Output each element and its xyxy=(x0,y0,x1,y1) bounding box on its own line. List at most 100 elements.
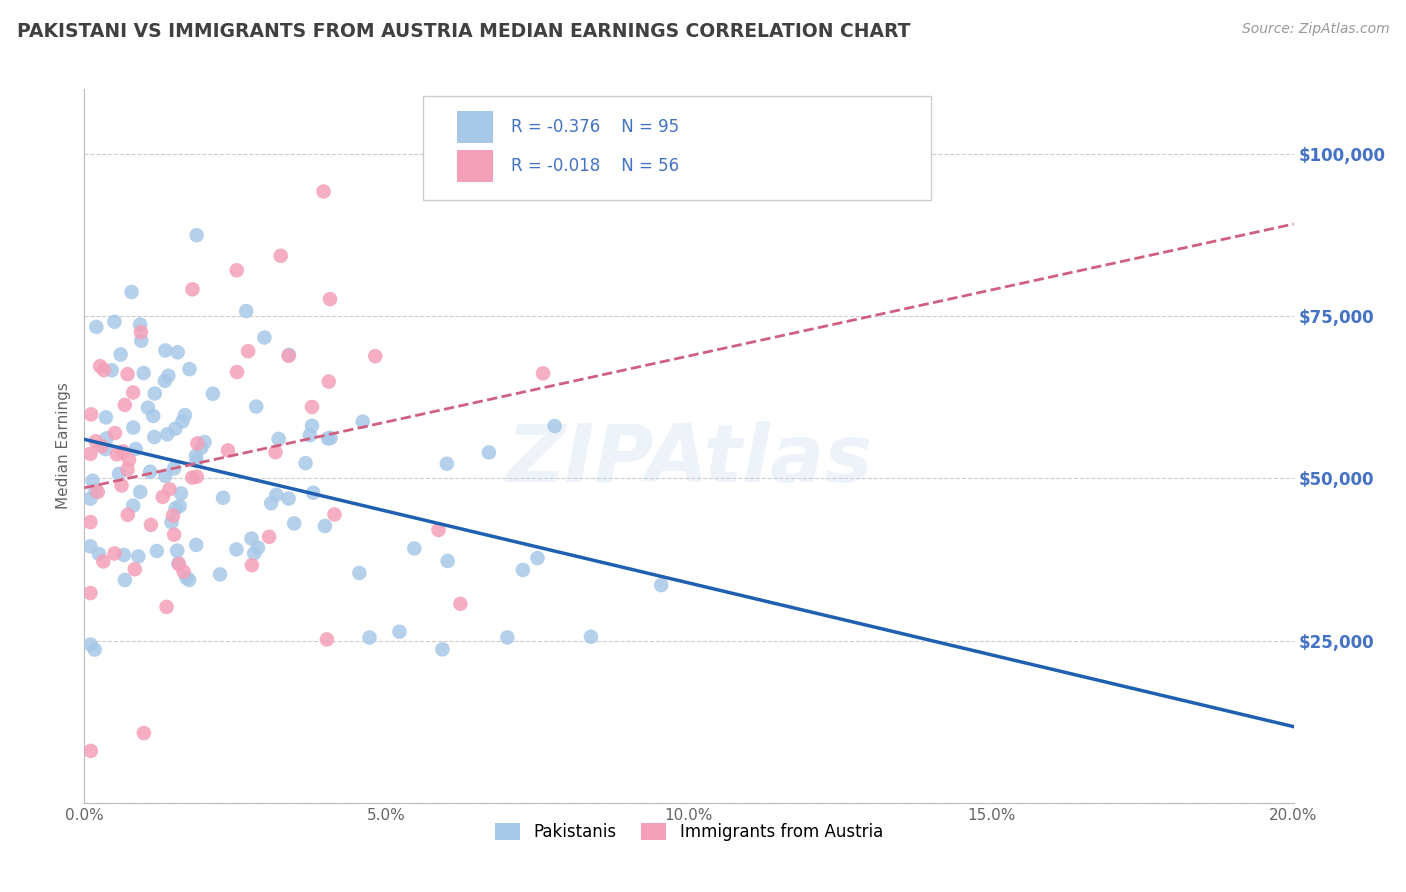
Point xyxy=(143,430,166,444)
Point xyxy=(110,478,132,492)
Point xyxy=(87,485,110,500)
Point xyxy=(93,363,115,377)
Point xyxy=(319,292,342,306)
Point xyxy=(108,467,131,481)
Point xyxy=(122,420,145,434)
Point xyxy=(132,366,155,380)
Point xyxy=(155,599,177,614)
Point xyxy=(169,499,191,513)
Point xyxy=(181,470,204,484)
Point xyxy=(82,474,104,488)
Point xyxy=(312,185,335,199)
Point xyxy=(117,508,139,522)
Point xyxy=(267,432,290,446)
Point xyxy=(156,427,179,442)
Point xyxy=(152,490,174,504)
Point xyxy=(167,556,190,570)
Point xyxy=(129,325,152,339)
Point xyxy=(257,530,280,544)
Point xyxy=(114,573,136,587)
Point xyxy=(246,541,269,555)
Point xyxy=(79,491,101,506)
Point xyxy=(253,330,276,344)
Point xyxy=(277,349,299,363)
Point xyxy=(543,419,565,434)
Point xyxy=(79,586,101,600)
Point xyxy=(193,435,215,450)
Point xyxy=(226,365,249,379)
Point xyxy=(323,508,346,522)
Legend: Pakistanis, Immigrants from Austria: Pakistanis, Immigrants from Austria xyxy=(488,816,890,848)
Point xyxy=(243,546,266,560)
Point xyxy=(96,431,118,445)
FancyBboxPatch shape xyxy=(457,111,494,143)
Point xyxy=(87,547,110,561)
Point xyxy=(91,554,114,568)
Point xyxy=(125,442,148,456)
Point xyxy=(142,409,165,423)
Point xyxy=(174,408,197,422)
Point xyxy=(432,642,454,657)
Point xyxy=(209,567,232,582)
Point xyxy=(83,642,105,657)
Point xyxy=(496,631,519,645)
Point xyxy=(316,432,339,446)
Point xyxy=(163,527,186,541)
Point xyxy=(264,445,287,459)
Y-axis label: Median Earnings: Median Earnings xyxy=(56,383,72,509)
Point xyxy=(526,551,548,566)
FancyBboxPatch shape xyxy=(423,96,931,200)
Point xyxy=(184,449,207,463)
Point xyxy=(260,496,283,510)
Text: ZIPAtlas: ZIPAtlas xyxy=(506,421,872,500)
Point xyxy=(478,445,501,459)
Point xyxy=(114,398,136,412)
Point xyxy=(436,554,458,568)
Point xyxy=(155,343,177,358)
Point xyxy=(176,571,198,585)
Point xyxy=(181,282,204,296)
Point xyxy=(186,469,208,483)
Point xyxy=(80,408,103,422)
Point xyxy=(89,359,111,373)
Point xyxy=(364,349,387,363)
Point xyxy=(314,519,336,533)
Point xyxy=(136,401,159,415)
Point xyxy=(349,566,371,580)
Point xyxy=(319,431,342,445)
Point xyxy=(100,363,122,377)
Point xyxy=(157,368,180,383)
Point xyxy=(166,543,188,558)
Point xyxy=(352,415,374,429)
Point xyxy=(127,549,149,564)
Point xyxy=(170,486,193,500)
Point xyxy=(94,410,117,425)
Point xyxy=(167,557,190,571)
Point xyxy=(579,630,602,644)
Point xyxy=(121,285,143,299)
Point xyxy=(201,386,224,401)
Point xyxy=(240,532,263,546)
Point xyxy=(318,375,340,389)
Point xyxy=(359,631,381,645)
Point xyxy=(110,347,132,361)
Text: PAKISTANI VS IMMIGRANTS FROM AUSTRIA MEDIAN EARNINGS CORRELATION CHART: PAKISTANI VS IMMIGRANTS FROM AUSTRIA MED… xyxy=(17,22,910,41)
Point xyxy=(186,436,208,450)
Point xyxy=(172,414,194,428)
Point xyxy=(436,457,458,471)
Point xyxy=(316,632,339,647)
Point xyxy=(122,385,145,400)
Point xyxy=(179,362,201,376)
Point xyxy=(449,597,471,611)
Point xyxy=(131,334,153,348)
Point xyxy=(302,485,325,500)
Point xyxy=(104,425,127,440)
Point xyxy=(86,319,108,334)
Point xyxy=(266,488,288,502)
Point xyxy=(427,523,450,537)
Point xyxy=(163,461,186,475)
Point xyxy=(79,515,101,529)
Point xyxy=(245,400,267,414)
Point xyxy=(278,348,301,362)
Point xyxy=(301,418,323,433)
